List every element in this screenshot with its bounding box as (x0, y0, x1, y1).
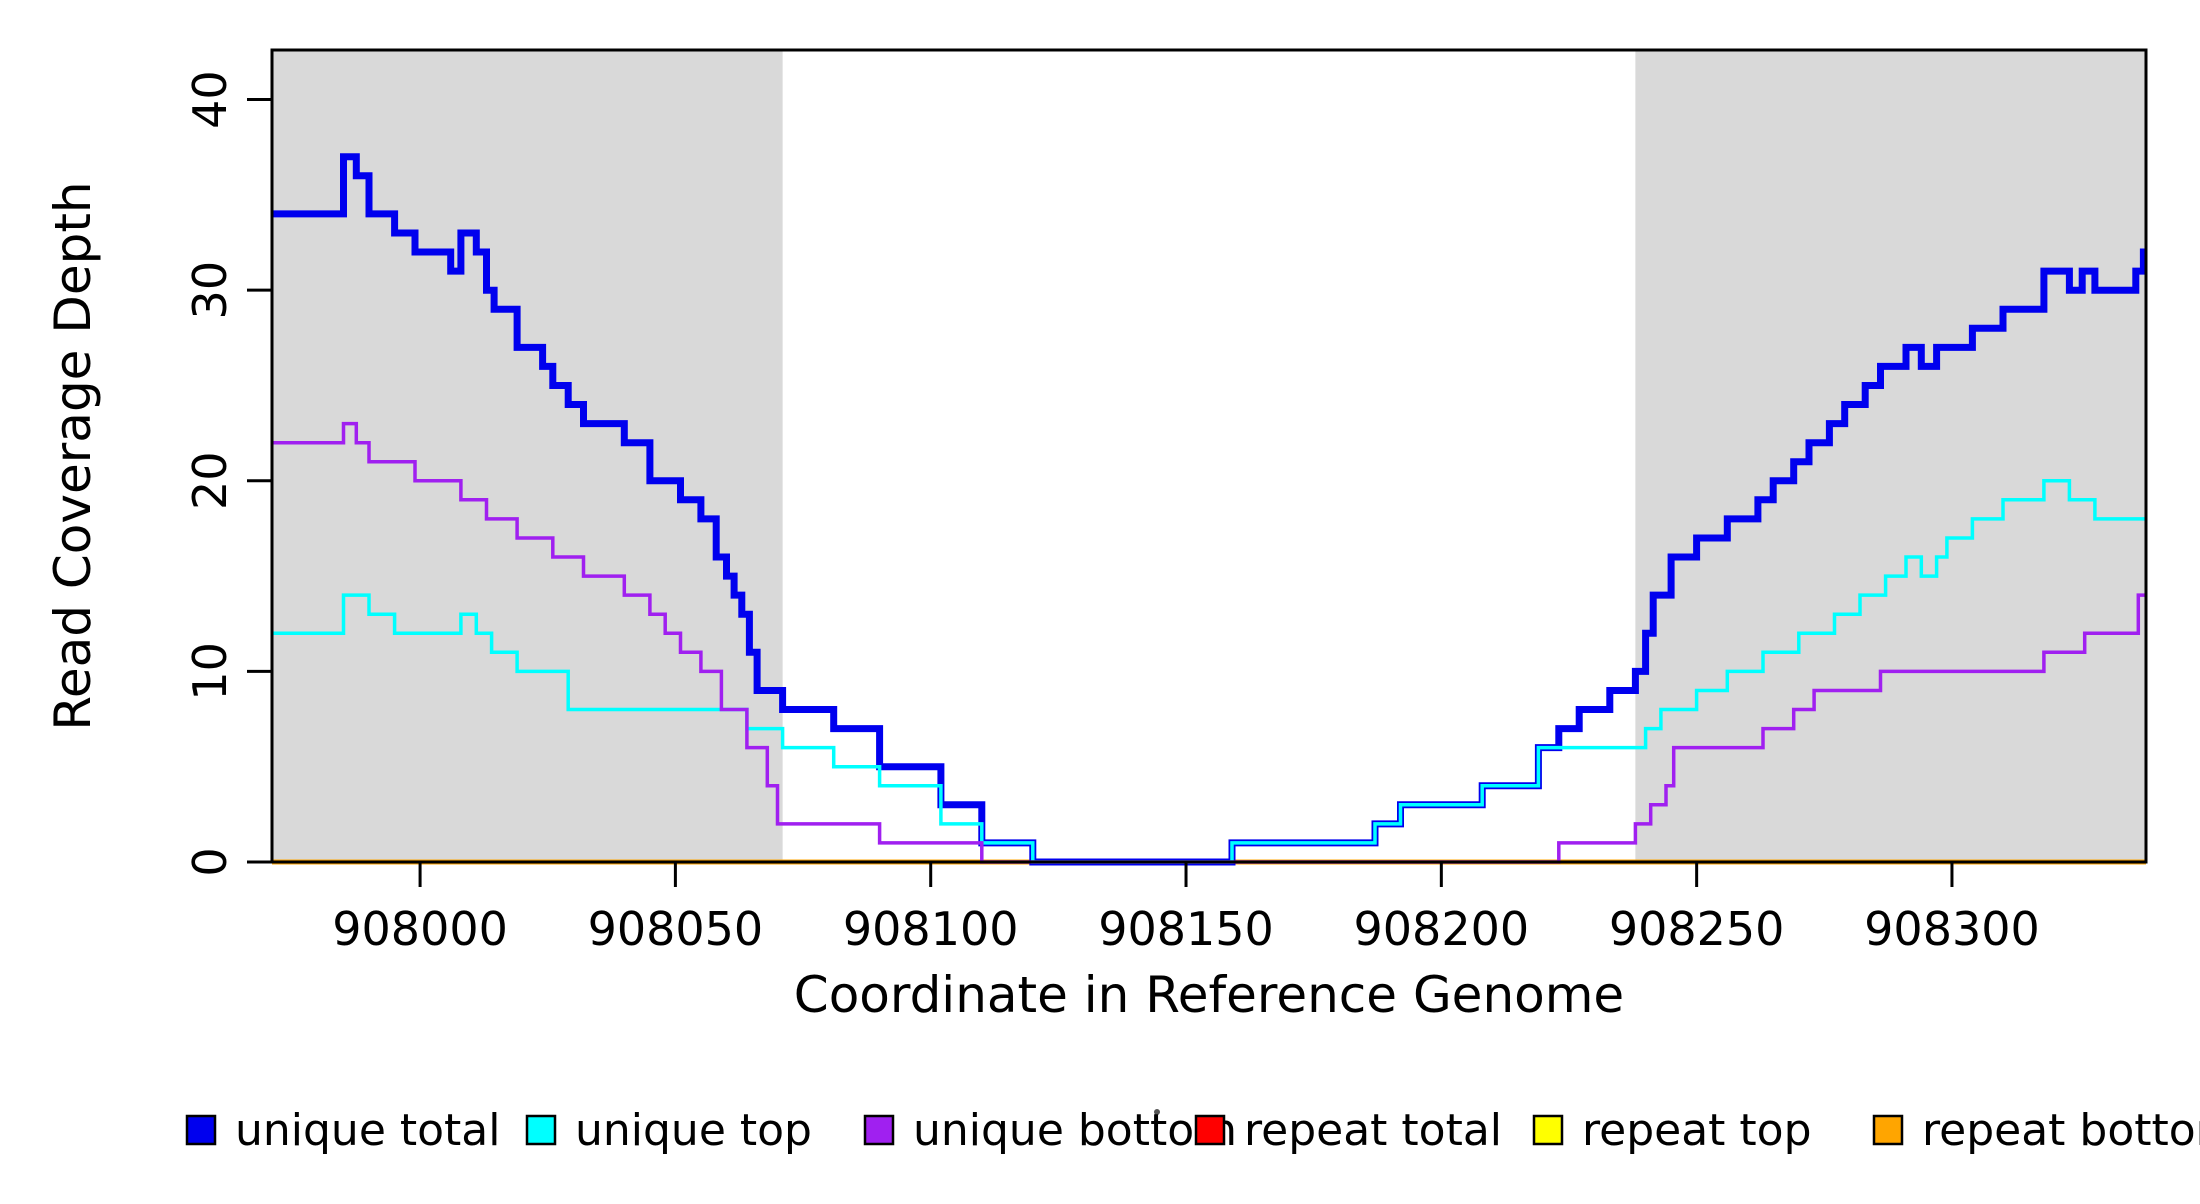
x-axis-label: Coordinate in Reference Genome (794, 966, 1624, 1024)
legend-swatch (863, 1114, 895, 1146)
legend-swatch (1872, 1114, 1904, 1146)
y-tick-label: 0 (183, 847, 237, 876)
shaded-band (272, 50, 783, 862)
x-axis-ticks: 908000 908050 908100 908150 908200 908250 9083… (332, 862, 2040, 956)
legend-swatch (525, 1114, 557, 1146)
legend-label: unique top (575, 1105, 812, 1156)
y-axis-ticks: 0 10 20 30 40 (183, 70, 272, 877)
x-tick-label: 908050 (588, 902, 764, 956)
legend-label: unique bottom (913, 1105, 1237, 1156)
legend-item-unique-total: unique total (185, 1105, 500, 1156)
legend-item-repeat-top: repeat top (1532, 1105, 1812, 1156)
plot-border (270, 48, 2148, 864)
x-tick-label: 908200 (1354, 902, 1530, 956)
legend-label: unique total (235, 1105, 500, 1156)
legend: unique total unique top unique bottom repea… (185, 1105, 2200, 1156)
legend-swatch (1194, 1114, 1226, 1146)
x-tick-label: 908000 (332, 902, 508, 956)
shaded-regions (272, 50, 2146, 862)
series-line-unique-bottom (272, 421, 2146, 864)
shaded-band (1635, 50, 2146, 862)
legend-label: repeat top (1582, 1105, 1812, 1156)
y-tick-label: 40 (183, 70, 237, 129)
legend-swatch (185, 1114, 217, 1146)
y-tick-label: 10 (183, 642, 237, 701)
legend-item-unique-bottom: unique bottom (863, 1105, 1237, 1156)
legend-item-repeat-total: repeat total (1194, 1105, 1502, 1156)
y-tick-label: 30 (183, 261, 237, 320)
x-tick-label: 908250 (1609, 902, 1785, 956)
x-tick-label: 908100 (843, 902, 1019, 956)
x-tick-label: 908300 (1864, 902, 2040, 956)
x-tick-label: 908150 (1098, 902, 1274, 956)
legend-swatch (1532, 1114, 1564, 1146)
legend-label: repeat total (1244, 1105, 1502, 1156)
legend-item-unique-top: unique top (525, 1105, 812, 1156)
legend-label: repeat bottom (1922, 1105, 2200, 1156)
series-line-unique-top (272, 479, 2146, 864)
legend-item-repeat-bottom: repeat bottom (1872, 1105, 2200, 1156)
stray-dot-artifact (1154, 1109, 1160, 1115)
y-tick-label: 20 (183, 452, 237, 511)
y-axis-label: Read Coverage Depth (44, 181, 102, 730)
